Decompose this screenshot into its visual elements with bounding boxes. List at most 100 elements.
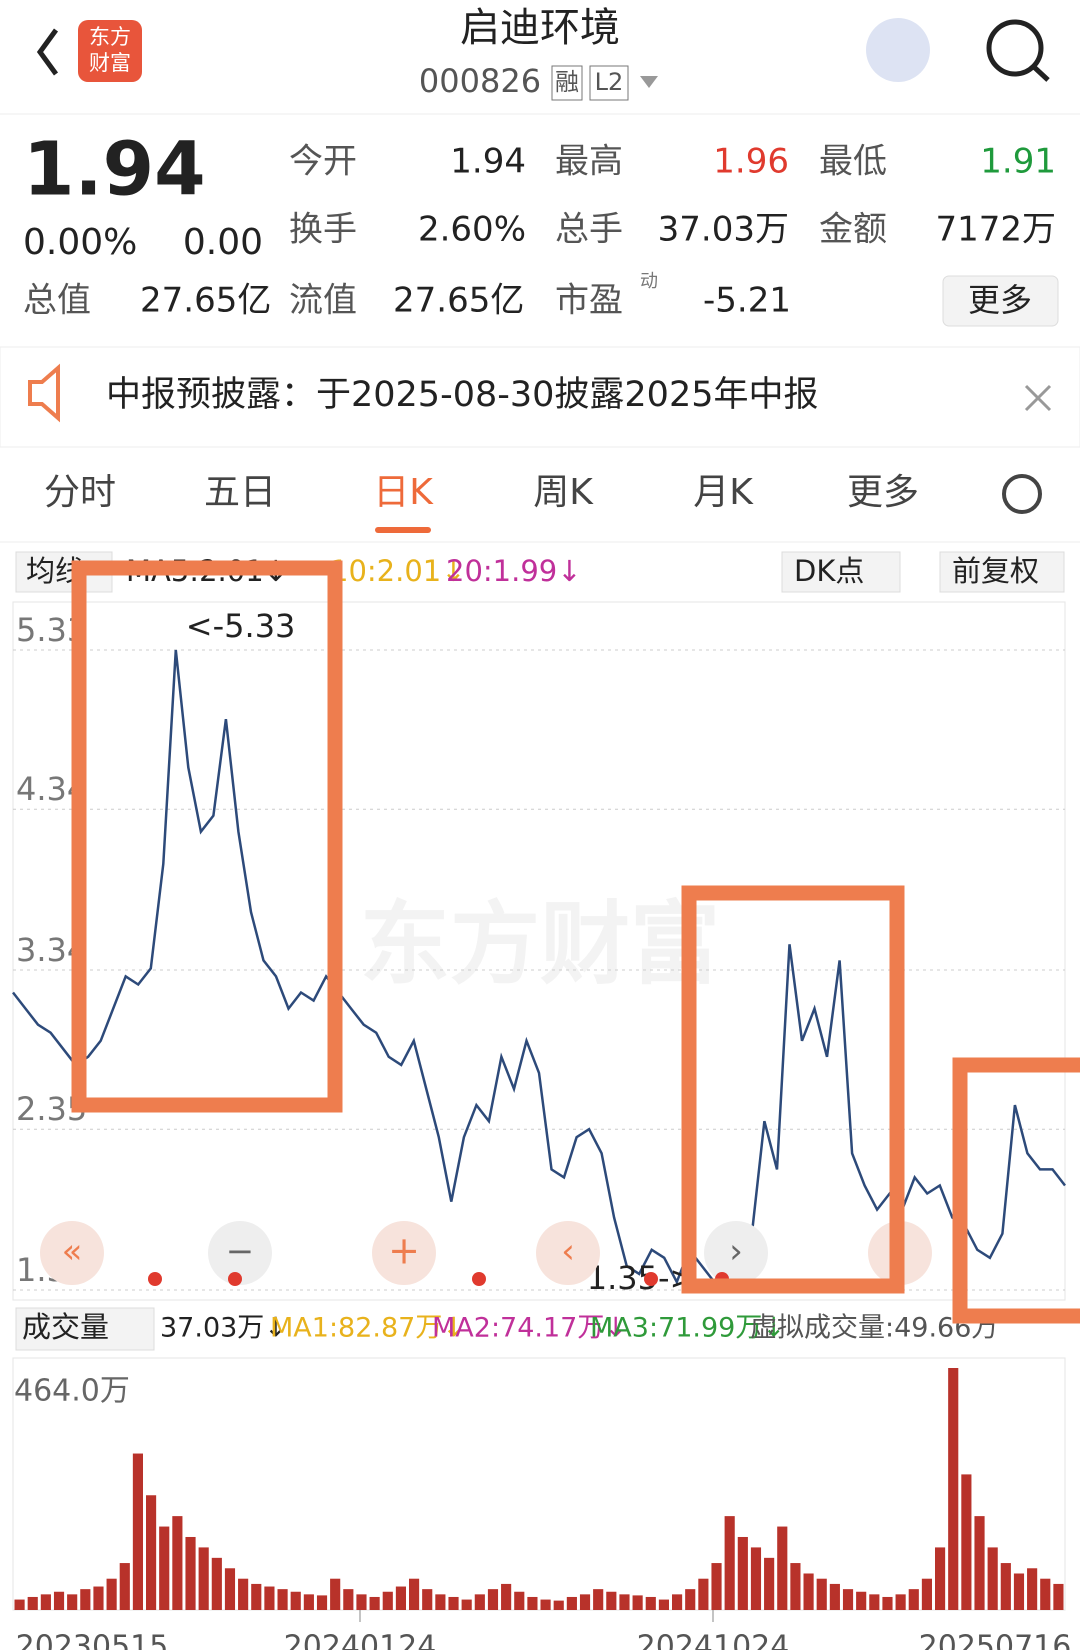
badge — [589, 65, 629, 101]
volume-bar — [211, 1557, 222, 1610]
volume-bar — [264, 1586, 275, 1610]
adjust-button[interactable] — [939, 551, 1065, 593]
volume-bar — [1027, 1568, 1038, 1610]
volume-bar — [1053, 1583, 1064, 1610]
more-button[interactable] — [942, 275, 1059, 327]
nav-button[interactable] — [40, 1221, 104, 1285]
tab[interactable]: 月K — [693, 472, 754, 513]
stat-label: 金额 — [819, 210, 887, 250]
nav-icon: « — [62, 1232, 83, 1272]
dropdown[interactable] — [640, 76, 658, 88]
volume-bar — [869, 1594, 880, 1610]
volume-bar — [132, 1453, 143, 1610]
date-label: 20240124 — [284, 1630, 437, 1650]
back-button[interactable] — [36, 28, 59, 76]
volume-frame — [12, 1357, 1066, 1611]
change: 0.00 — [183, 222, 263, 263]
pe-tag: 动 — [640, 271, 658, 292]
volume-bar — [185, 1536, 196, 1610]
volume-bar — [842, 1589, 854, 1610]
tab[interactable]: 日K — [373, 472, 434, 513]
volume-bar — [579, 1594, 591, 1610]
tab[interactable]: 五日 — [204, 472, 276, 513]
volume-bar — [487, 1589, 499, 1610]
nav-button[interactable] — [704, 1221, 768, 1285]
nav-button[interactable] — [536, 1221, 600, 1285]
nav-button[interactable] — [208, 1221, 272, 1285]
volume-bar — [619, 1594, 630, 1610]
volume-bar — [330, 1578, 341, 1610]
volume-bar — [1000, 1563, 1011, 1610]
logo — [78, 20, 142, 82]
low-label: 1.35-> — [587, 1259, 697, 1297]
assistant-icon[interactable] — [866, 18, 930, 82]
volume-bar — [474, 1594, 485, 1610]
signal-dot — [472, 1272, 486, 1286]
price: 1.94 — [23, 127, 206, 213]
date-label: 20230515 — [16, 1630, 169, 1650]
volume-bar — [422, 1589, 433, 1610]
close-notice[interactable] — [1024, 384, 1052, 412]
volume-bar — [764, 1557, 775, 1610]
tab[interactable]: 周K — [533, 472, 594, 513]
volume-bar — [119, 1563, 130, 1610]
volume-bar — [409, 1578, 420, 1610]
settings-icon[interactable] — [1002, 474, 1042, 514]
logo-text: 财富 — [89, 51, 131, 75]
volume-bar — [553, 1600, 564, 1610]
ma20: 20:1.99↓ — [446, 554, 582, 588]
stock-code: 000826 — [419, 62, 541, 100]
volume-bar — [159, 1526, 170, 1610]
nav-button[interactable] — [372, 1221, 436, 1285]
volume-bar — [514, 1591, 525, 1610]
volume-bar — [803, 1573, 814, 1610]
high-label: <-5.33 — [186, 607, 296, 645]
volume-bar — [80, 1589, 91, 1610]
volume-bar — [172, 1516, 183, 1610]
tab[interactable]: 更多 — [847, 472, 919, 513]
nav-icon: + — [388, 1229, 420, 1273]
tab-indicator — [375, 527, 431, 533]
volume-bar — [658, 1599, 669, 1610]
logo-text: 东方 — [89, 25, 131, 49]
dk-button[interactable] — [781, 551, 901, 593]
stat-value: 1.91 — [980, 142, 1056, 182]
tab[interactable]: 分时 — [44, 472, 116, 513]
stat-label: 总值 — [23, 281, 91, 321]
volume-bar — [238, 1578, 249, 1610]
volume-bar — [685, 1589, 696, 1610]
volume-bar — [737, 1536, 748, 1610]
search-icon[interactable] — [986, 19, 1044, 77]
volume-bar — [527, 1596, 538, 1610]
volume-bar — [711, 1563, 722, 1610]
notice-text[interactable]: 中报预披露：于2025-08-30披露2025年中报 — [106, 375, 818, 415]
volume-bar — [356, 1594, 367, 1610]
volume-label: 成交量 — [22, 1310, 109, 1344]
stat-value: -5.21 — [703, 281, 791, 321]
vol-ma1: MA1:82.87万↓ — [270, 1313, 465, 1344]
volume-bar — [724, 1516, 735, 1610]
stat-label: 最低 — [819, 142, 887, 182]
volume-bar — [816, 1578, 827, 1610]
stat-label: 今开 — [289, 142, 357, 182]
nav-icon: − — [226, 1232, 255, 1272]
highlight-box — [681, 885, 905, 1294]
volume-bar — [343, 1589, 354, 1610]
volume-bar — [1013, 1573, 1025, 1610]
volume-bar — [40, 1594, 51, 1610]
nav-icon: ‹ — [561, 1232, 575, 1272]
notice-bar — [0, 346, 1080, 448]
stat-label: 流值 — [289, 281, 357, 321]
volume-bar — [277, 1589, 288, 1610]
volume-bar — [146, 1495, 157, 1610]
volume-bar — [198, 1547, 209, 1610]
volume-bar — [593, 1589, 604, 1610]
stat-value: 1.94 — [450, 142, 526, 182]
volume-button[interactable] — [15, 1307, 155, 1351]
volume-bar — [632, 1595, 643, 1610]
volume-bar — [251, 1583, 262, 1610]
stat-value: 1.96 — [713, 142, 789, 182]
watermark: 东方财富 — [360, 892, 720, 997]
ma10: 10:2.01↓ — [330, 554, 466, 588]
